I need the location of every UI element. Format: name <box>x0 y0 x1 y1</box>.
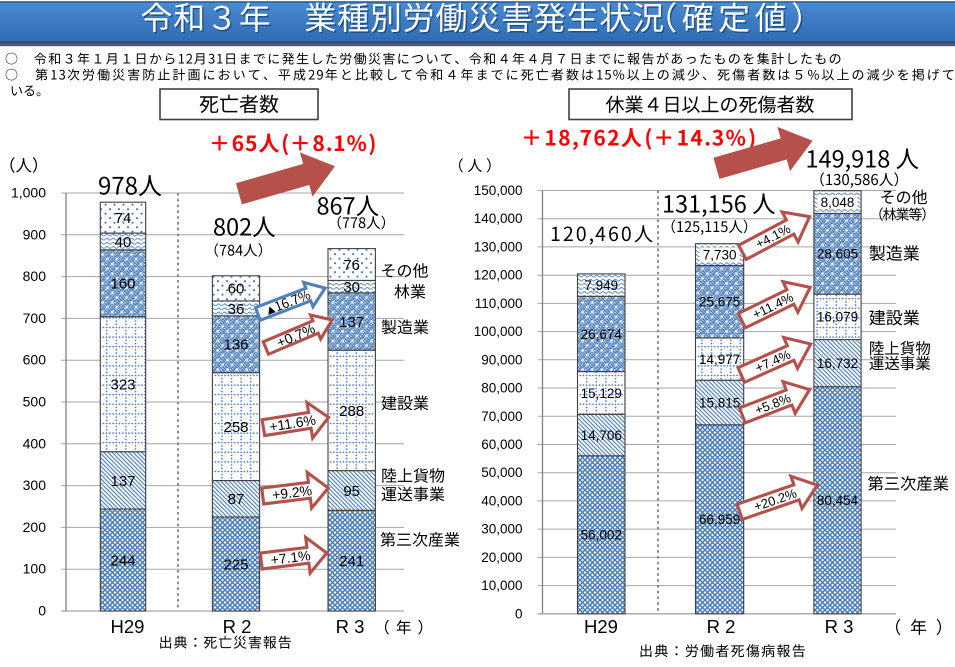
svg-text:7,730: 7,730 <box>703 247 737 262</box>
svg-text:95: 95 <box>343 483 360 500</box>
svg-text:80,000: 80,000 <box>481 381 522 396</box>
svg-text:R 3: R 3 <box>825 616 854 637</box>
svg-text:60,000: 60,000 <box>481 437 522 452</box>
svg-text:60: 60 <box>228 281 245 298</box>
svg-text:10,000: 10,000 <box>481 578 522 593</box>
svg-text:288: 288 <box>339 403 364 420</box>
svg-text:40: 40 <box>115 234 132 251</box>
svg-text:16,079: 16,079 <box>817 310 858 325</box>
svg-text:36: 36 <box>228 301 245 318</box>
svg-text:80,454: 80,454 <box>817 493 859 508</box>
svg-text:16,732: 16,732 <box>817 356 858 371</box>
svg-text:30: 30 <box>343 279 360 296</box>
svg-text:900: 900 <box>23 226 47 242</box>
svg-text:7,949: 7,949 <box>584 278 618 293</box>
svg-text:225: 225 <box>223 556 248 573</box>
svg-text:87: 87 <box>228 491 245 508</box>
svg-text:25,675: 25,675 <box>699 295 740 310</box>
svg-text:50,000: 50,000 <box>481 465 522 480</box>
svg-text:90,000: 90,000 <box>481 352 522 367</box>
svg-text:+7.1%: +7.1% <box>270 547 312 568</box>
svg-text:100,000: 100,000 <box>474 324 523 339</box>
svg-text:300: 300 <box>23 477 47 493</box>
svg-text:70,000: 70,000 <box>481 409 522 424</box>
svg-text:244: 244 <box>110 552 135 569</box>
svg-text:700: 700 <box>23 310 47 326</box>
svg-text:137: 137 <box>339 314 364 331</box>
svg-text:0: 0 <box>515 606 523 621</box>
svg-text:76: 76 <box>343 257 360 274</box>
svg-text:15,815: 15,815 <box>699 395 740 410</box>
svg-text:100: 100 <box>23 561 47 577</box>
svg-text:H29: H29 <box>584 616 618 637</box>
svg-text:140,000: 140,000 <box>474 211 523 226</box>
svg-text:8,048: 8,048 <box>821 195 855 210</box>
svg-text:0: 0 <box>38 603 46 619</box>
svg-text:110,000: 110,000 <box>475 296 523 311</box>
svg-text:56,002: 56,002 <box>581 528 622 543</box>
svg-text:600: 600 <box>23 352 47 368</box>
svg-text:130,000: 130,000 <box>474 239 523 254</box>
svg-text:120,000: 120,000 <box>474 268 523 283</box>
svg-text:20,000: 20,000 <box>481 550 522 565</box>
svg-text:241: 241 <box>339 553 364 570</box>
svg-text:1,000: 1,000 <box>11 185 46 201</box>
svg-text:66,959: 66,959 <box>699 512 740 527</box>
svg-text:R 3: R 3 <box>336 616 365 637</box>
svg-text:258: 258 <box>223 419 248 436</box>
svg-text:+9.2%: +9.2% <box>271 482 313 503</box>
svg-text:500: 500 <box>23 394 47 410</box>
svg-text:136: 136 <box>223 337 248 354</box>
svg-text:200: 200 <box>23 519 47 535</box>
svg-text:14,977: 14,977 <box>699 352 740 367</box>
svg-text:160: 160 <box>110 276 135 293</box>
svg-text:150,000: 150,000 <box>474 183 523 198</box>
svg-text:15,129: 15,129 <box>581 386 622 401</box>
svg-text:14,706: 14,706 <box>581 428 622 443</box>
svg-text:26,674: 26,674 <box>581 327 623 342</box>
svg-text:137: 137 <box>110 473 135 490</box>
svg-text:R 2: R 2 <box>707 616 736 637</box>
svg-text:R 2: R 2 <box>223 616 252 637</box>
svg-text:323: 323 <box>110 377 135 394</box>
svg-text:40,000: 40,000 <box>481 493 522 508</box>
svg-text:30,000: 30,000 <box>481 522 522 537</box>
svg-text:800: 800 <box>23 268 47 284</box>
svg-text:400: 400 <box>23 435 47 451</box>
svg-text:+11.6%: +11.6% <box>268 412 317 435</box>
svg-text:H29: H29 <box>111 616 145 637</box>
svg-text:28,605: 28,605 <box>817 247 858 262</box>
svg-text:74: 74 <box>115 210 132 227</box>
